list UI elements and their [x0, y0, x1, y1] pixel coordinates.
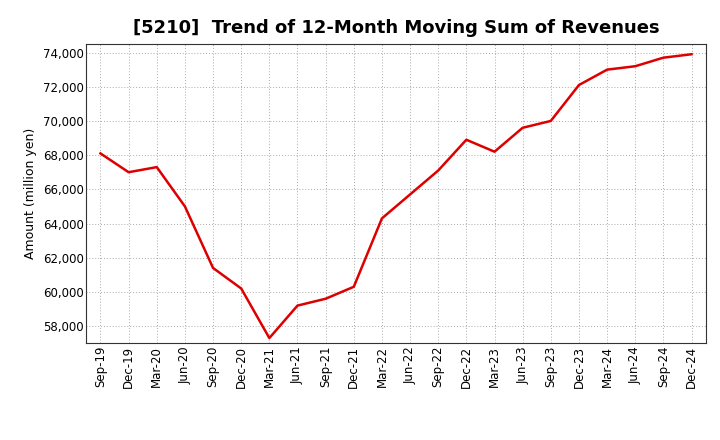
Title: [5210]  Trend of 12-Month Moving Sum of Revenues: [5210] Trend of 12-Month Moving Sum of R… — [132, 19, 660, 37]
Y-axis label: Amount (million yen): Amount (million yen) — [24, 128, 37, 259]
